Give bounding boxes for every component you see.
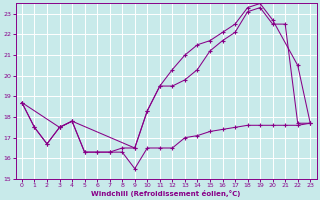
X-axis label: Windchill (Refroidissement éolien,°C): Windchill (Refroidissement éolien,°C): [92, 190, 241, 197]
